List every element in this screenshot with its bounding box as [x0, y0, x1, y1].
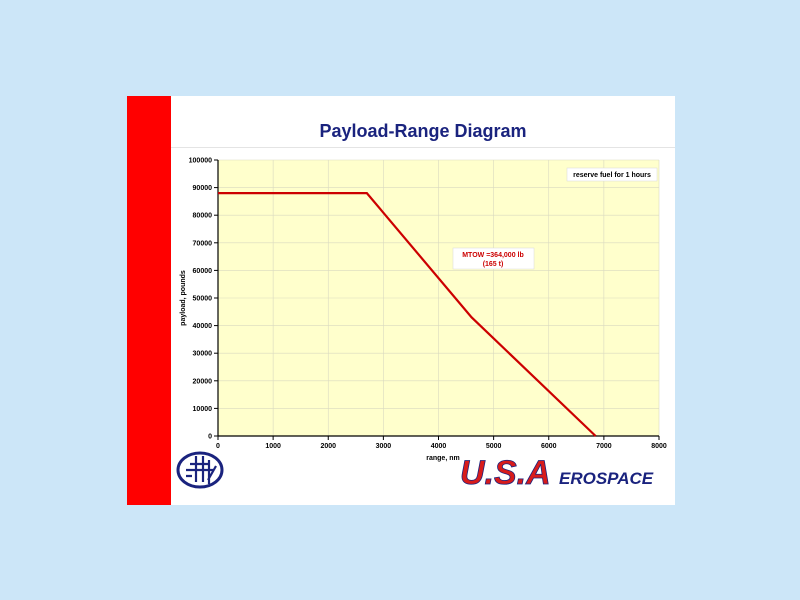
y-tick-label: 60000 — [193, 268, 213, 275]
reserve-fuel-text: reserve fuel for 1 hours — [573, 172, 651, 179]
x-tick-label: 1000 — [265, 443, 281, 450]
y-tick-label: 80000 — [193, 213, 213, 220]
mtow-note: MTOW =364,000 lb (165 t) — [452, 247, 535, 270]
y-tick-label: 10000 — [193, 406, 213, 413]
brand-aerospace-text: EROSPACE — [559, 469, 654, 488]
y-tick-label: 100000 — [189, 158, 212, 165]
payload-range-line — [218, 192, 597, 437]
y-tick-label: 0 — [208, 434, 212, 441]
y-axis-title: payload, pounds — [180, 270, 187, 326]
tick-labels: 0 1000 2000 3000 4000 5000 6000 7000 80000100002… — [189, 158, 667, 451]
y-tick-label: 70000 — [193, 240, 213, 247]
slide-title: Payload-Range Diagram — [319, 121, 527, 141]
series-layer — [217, 192, 597, 437]
x-tick-label: 4000 — [431, 443, 447, 450]
x-tick-label: 8000 — [651, 443, 667, 450]
y-tick-label: 50000 — [193, 296, 213, 303]
y-tick-label: 20000 — [193, 378, 213, 385]
y-tick-label: 40000 — [193, 323, 213, 330]
title-divider — [171, 147, 675, 148]
x-tick-label: 3000 — [376, 443, 392, 450]
y-tick-label: 90000 — [193, 185, 213, 192]
x-axis-title: range, nm — [426, 455, 459, 462]
axes — [214, 159, 660, 440]
brand-usa-text: U.S.A — [460, 454, 551, 492]
side-accent-bar — [127, 96, 171, 505]
x-tick-label: 5000 — [486, 443, 502, 450]
x-tick-label: 2000 — [320, 443, 336, 450]
x-tick-label: 0 — [216, 443, 220, 450]
x-tick-label: 7000 — [596, 443, 612, 450]
usa-aerospace-logo: U.S.A EROSPACE — [460, 454, 654, 493]
x-tick-label: 6000 — [541, 443, 557, 450]
payload-range-chart: 0 1000 2000 3000 4000 5000 6000 7000 80000100002… — [176, 158, 667, 493]
mtow-tonnes-text: (165 t) — [483, 261, 504, 268]
reserve-fuel-note: reserve fuel for 1 hours — [566, 167, 658, 182]
y-tick-label: 30000 — [193, 351, 213, 358]
aircraft-emblem-icon — [176, 451, 224, 489]
mtow-text: MTOW =364,000 lb — [462, 252, 524, 259]
slide: Payload-Range Diagram 0 1000 2000 3000 4000 5… — [127, 96, 675, 505]
